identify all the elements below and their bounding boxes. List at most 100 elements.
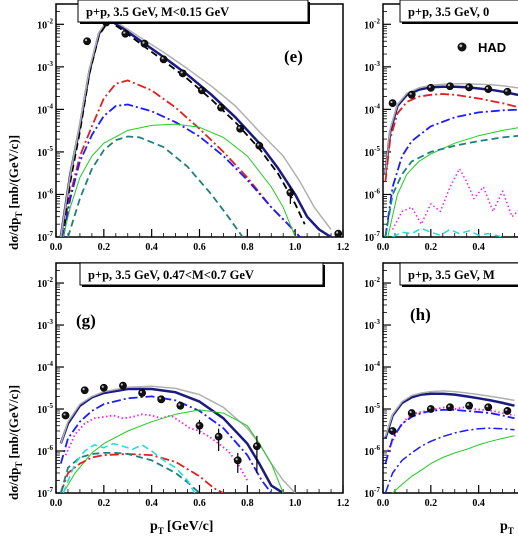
data-point-highlight bbox=[218, 105, 222, 108]
data-point bbox=[407, 409, 416, 417]
y-tick-label: 10-4 bbox=[364, 360, 380, 374]
series-line-4 bbox=[62, 409, 284, 493]
data-point-highlight bbox=[486, 405, 489, 408]
data-point-highlight bbox=[409, 410, 412, 414]
title-box bbox=[399, 262, 518, 286]
series-line-2 bbox=[386, 406, 515, 452]
y-tick-label: 10-2 bbox=[364, 17, 380, 31]
x-tick-label: 0.2 bbox=[98, 242, 111, 253]
panel-label: (h) bbox=[410, 305, 431, 324]
data-point-highlight bbox=[159, 397, 162, 400]
y-tick-label: 10-6 bbox=[37, 444, 53, 458]
y-tick-label: 10-7 bbox=[37, 230, 53, 244]
data-point bbox=[252, 442, 261, 451]
data-point bbox=[465, 83, 473, 92]
series-line-6 bbox=[59, 452, 201, 493]
data-point-highlight bbox=[409, 92, 412, 95]
panel-g: 10-7 10-6 10-5 10-4 10-3 10-2 0.0 0.2 0.4 0.6 0.8 1… bbox=[37, 262, 350, 509]
series-group bbox=[59, 17, 343, 237]
y-tick-label: 10-2 bbox=[364, 276, 380, 290]
x-axis-label-left: pT [GeV/c] bbox=[150, 519, 213, 536]
x-tick-label: 0.8 bbox=[241, 242, 254, 253]
series-line-7 bbox=[392, 227, 503, 237]
x-tick-label: 0.2 bbox=[425, 242, 438, 253]
y-tick-label: 10-3 bbox=[37, 60, 53, 74]
series-line-1 bbox=[60, 385, 296, 493]
panel-title: p+p, 3.5 GeV, M bbox=[408, 268, 495, 282]
data-point-highlight bbox=[486, 86, 489, 90]
data-point-highlight bbox=[505, 89, 508, 92]
x-tick-label: 0.0 bbox=[50, 498, 63, 509]
data-point bbox=[121, 29, 130, 38]
data-point bbox=[426, 83, 435, 92]
y-tick-label: 10-7 bbox=[364, 486, 380, 500]
data-point-highlight bbox=[139, 390, 143, 394]
data-point-highlight bbox=[257, 143, 260, 146]
data-point bbox=[217, 103, 225, 112]
y-tick-label: 10-4 bbox=[364, 102, 380, 116]
y-tick-label: 10-6 bbox=[37, 187, 53, 201]
panel-title: p+p, 3.5 GeV, 0.47<M<0.7 GeV bbox=[88, 268, 254, 282]
data-point-highlight bbox=[120, 383, 123, 386]
series-line-6 bbox=[391, 168, 518, 230]
series-line-1 bbox=[62, 20, 306, 237]
data-point bbox=[195, 421, 204, 430]
data-point-highlight bbox=[199, 88, 202, 91]
series-line-4 bbox=[384, 427, 515, 493]
y-tick-label: 10-5 bbox=[364, 402, 380, 416]
data-point bbox=[484, 85, 493, 93]
panel-label: (g) bbox=[76, 311, 96, 330]
y-tick-label: 10-5 bbox=[37, 145, 53, 159]
x-tick-label: 1.2 bbox=[337, 242, 350, 253]
data-point bbox=[334, 229, 343, 237]
y-tick-label: 10-7 bbox=[37, 486, 53, 500]
data-point bbox=[178, 69, 187, 78]
data-point bbox=[255, 141, 264, 150]
series-line-3 bbox=[384, 108, 518, 237]
panel-label: (e) bbox=[284, 47, 303, 66]
y-tick-label: 10-5 bbox=[37, 402, 53, 416]
panel-title: p+p, 3.5 GeV, 0 bbox=[408, 5, 489, 19]
series-line-0 bbox=[384, 392, 515, 439]
y-tick-label: 10-6 bbox=[364, 187, 380, 201]
data-point bbox=[388, 427, 397, 435]
x-tick-label: 1.0 bbox=[289, 242, 302, 253]
data-point-highlight bbox=[63, 413, 66, 416]
data-point-highlight bbox=[180, 71, 183, 74]
data-point-highlight bbox=[235, 458, 238, 461]
panel-title: p+p, 3.5 GeV, M<0.15 GeV bbox=[86, 5, 229, 19]
y-tick-label: 10-3 bbox=[37, 318, 53, 332]
panel-frame bbox=[55, 262, 344, 494]
data-point-highlight bbox=[390, 428, 393, 431]
data-point bbox=[83, 37, 91, 46]
data-point bbox=[503, 407, 512, 415]
series-line-2 bbox=[384, 93, 518, 182]
data-point-highlight bbox=[254, 444, 257, 447]
data-point-highlight bbox=[216, 434, 219, 437]
y-axis-label-top: dσ/dpT[mb/(GeV/c)] bbox=[6, 135, 24, 250]
series-line-7 bbox=[62, 442, 196, 493]
series-line-1 bbox=[384, 390, 515, 437]
x-tick-label: 1.2 bbox=[337, 498, 350, 509]
series-group bbox=[384, 82, 518, 237]
data-point bbox=[236, 124, 245, 133]
data-point bbox=[157, 395, 166, 404]
data-point bbox=[197, 86, 206, 95]
data-point bbox=[286, 188, 295, 197]
data-point bbox=[80, 386, 89, 395]
data-point-highlight bbox=[288, 190, 291, 193]
y-tick-label: 10-5 bbox=[364, 145, 380, 159]
data-point-highlight bbox=[447, 405, 450, 408]
data-point bbox=[138, 389, 146, 397]
x-tick-label: 0.2 bbox=[425, 498, 438, 509]
series-line-1 bbox=[384, 83, 518, 175]
series-line-4 bbox=[62, 103, 301, 237]
data-point bbox=[159, 55, 168, 64]
data-point bbox=[465, 401, 473, 410]
data-point bbox=[388, 99, 397, 108]
series-line-5 bbox=[384, 134, 518, 237]
data-point-highlight bbox=[142, 41, 145, 44]
data-point bbox=[446, 82, 454, 91]
series-line-3 bbox=[62, 79, 301, 237]
